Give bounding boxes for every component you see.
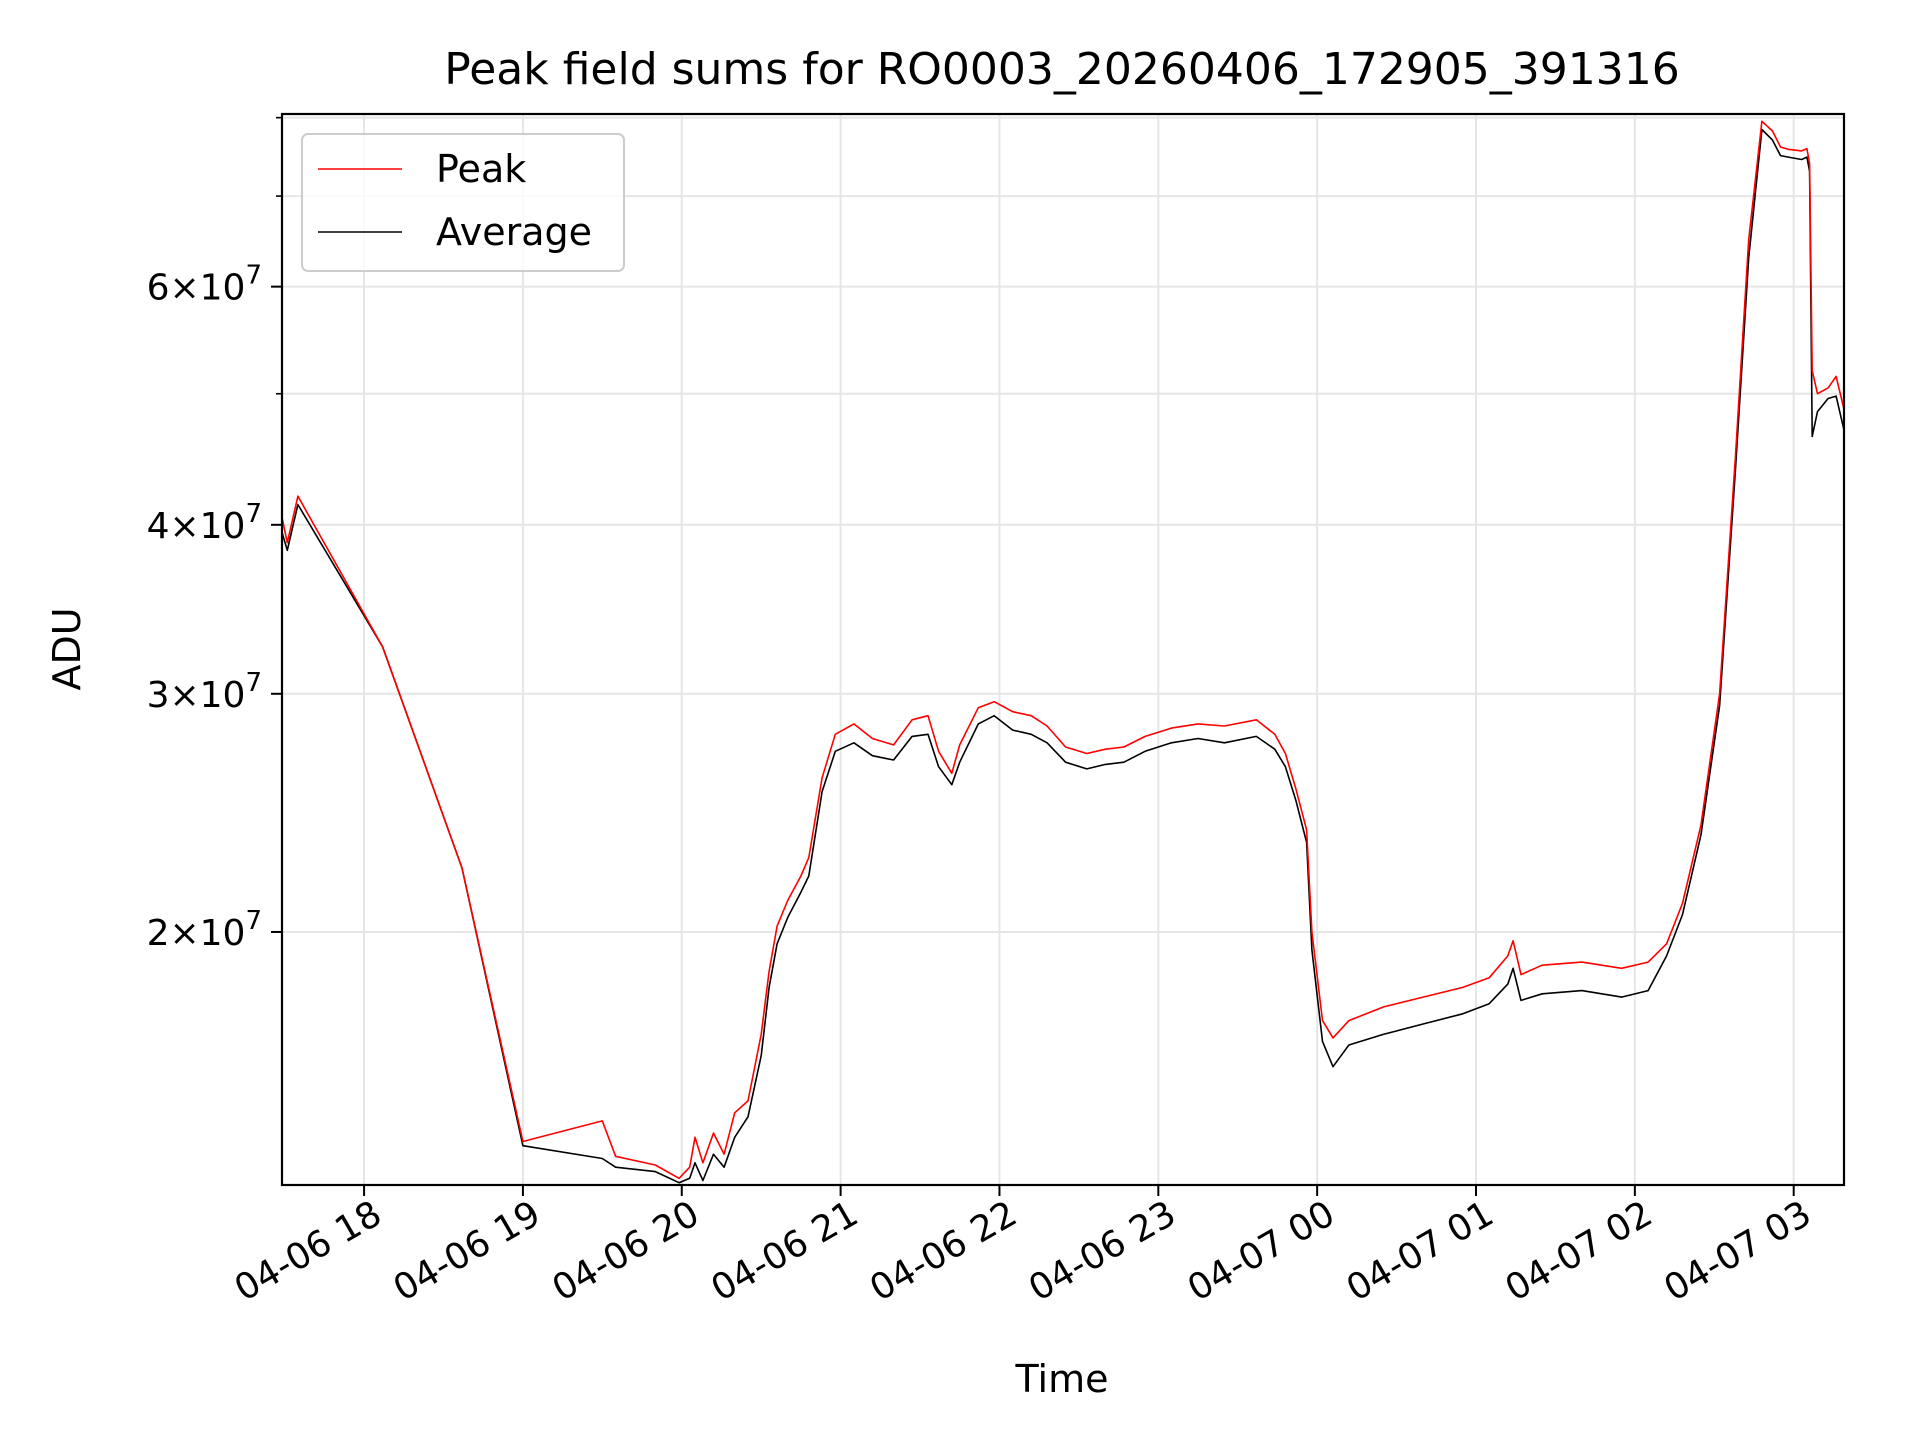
series-line-average [282,128,1844,1184]
y-axis-label: ADU [45,607,89,690]
legend: Peak Average [301,133,625,272]
plot-frame [280,112,1846,1187]
x-axis-label: Time [1015,1357,1109,1401]
y-tick-label: 3×107 [147,668,262,716]
y-tick-label: 6×107 [147,261,262,309]
legend-label-peak: Peak [436,147,526,191]
y-tick-label: 4×107 [147,499,262,547]
y-axis: 2×107 3×107 4×107 6×107 [147,116,282,954]
series-line-peak [282,120,1844,1180]
y-tick-label: 2×107 [147,906,262,954]
chart-title: Peak field sums for RO0003_20260406_1729… [444,44,1680,95]
series-layer [282,120,1844,1184]
legend-label-average: Average [436,210,592,254]
